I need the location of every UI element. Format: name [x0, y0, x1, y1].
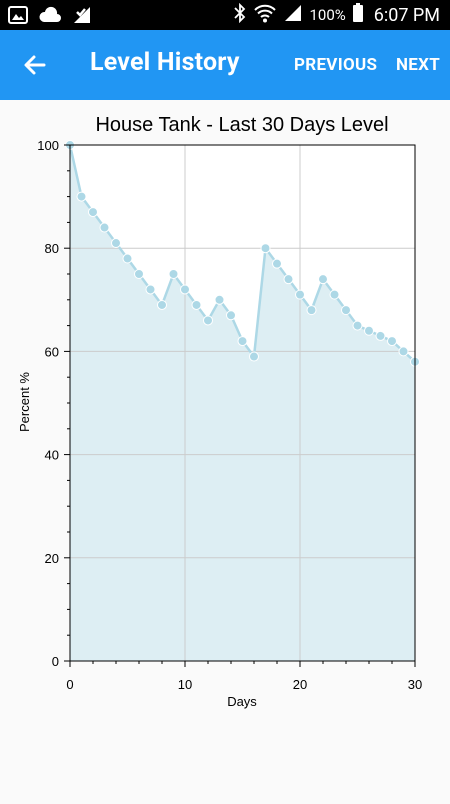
data-point	[295, 289, 305, 300]
bluetooth-icon	[233, 2, 247, 27]
page-title: Level History	[90, 48, 240, 77]
y-tick-label: 100	[37, 138, 59, 153]
data-point	[111, 238, 121, 249]
cell-signal-icon	[283, 3, 303, 27]
data-point	[249, 351, 259, 362]
area-fill	[70, 145, 415, 661]
data-point	[88, 207, 98, 218]
chart-title: House Tank - Last 30 Days Level	[95, 114, 388, 136]
data-point	[191, 299, 202, 310]
y-tick-label: 60	[45, 344, 59, 359]
data-point	[180, 284, 190, 295]
data-point	[76, 191, 87, 202]
battery-icon	[352, 3, 364, 27]
signal-check-notification-icon	[72, 5, 92, 29]
data-point	[283, 274, 294, 285]
data-point	[306, 305, 317, 316]
y-tick-label: 20	[45, 551, 59, 566]
data-point	[226, 310, 236, 321]
arrow-left-icon	[20, 55, 50, 84]
data-point	[352, 320, 363, 331]
next-button[interactable]: NEXT	[396, 55, 441, 75]
level-history-chart: House Tank - Last 30 Days Level Days Per…	[17, 114, 422, 709]
data-point	[341, 305, 351, 316]
y-tick-label: 80	[45, 241, 59, 256]
data-point	[122, 253, 133, 264]
data-point	[329, 289, 340, 300]
x-tick-label: 10	[178, 677, 192, 692]
back-button[interactable]	[20, 50, 50, 80]
wifi-icon	[253, 3, 277, 27]
data-point	[145, 284, 156, 295]
data-point	[157, 299, 167, 310]
data-point	[318, 274, 328, 285]
battery-percent: 100%	[309, 6, 346, 24]
data-point	[272, 258, 282, 269]
data-point	[260, 243, 271, 254]
image-notification-icon	[8, 5, 28, 29]
y-axis-label: Percent %	[17, 372, 32, 432]
y-tick-label: 0	[52, 654, 59, 669]
chart-container: House Tank - Last 30 Days Level Days Per…	[0, 100, 450, 800]
data-point	[203, 315, 213, 326]
data-point	[387, 336, 397, 347]
data-point	[134, 269, 144, 279]
status-bar: 100% 6:07 PM	[0, 0, 450, 30]
x-tick-label: 0	[66, 677, 73, 692]
clock: 6:07 PM	[373, 4, 440, 26]
data-point	[168, 269, 179, 279]
data-point	[364, 325, 374, 336]
x-tick-label: 20	[293, 677, 307, 692]
y-tick-label: 40	[45, 448, 59, 463]
data-point	[237, 336, 248, 347]
data-point	[99, 222, 110, 233]
data-point	[214, 294, 225, 305]
x-tick-label: 30	[408, 677, 422, 692]
app-bar: Level History PREVIOUS NEXT	[0, 30, 450, 100]
data-point	[398, 346, 409, 357]
x-axis-label: Days	[227, 694, 257, 709]
data-point	[375, 330, 386, 341]
previous-button[interactable]: PREVIOUS	[294, 55, 378, 75]
cloud-notification-icon	[38, 6, 62, 28]
